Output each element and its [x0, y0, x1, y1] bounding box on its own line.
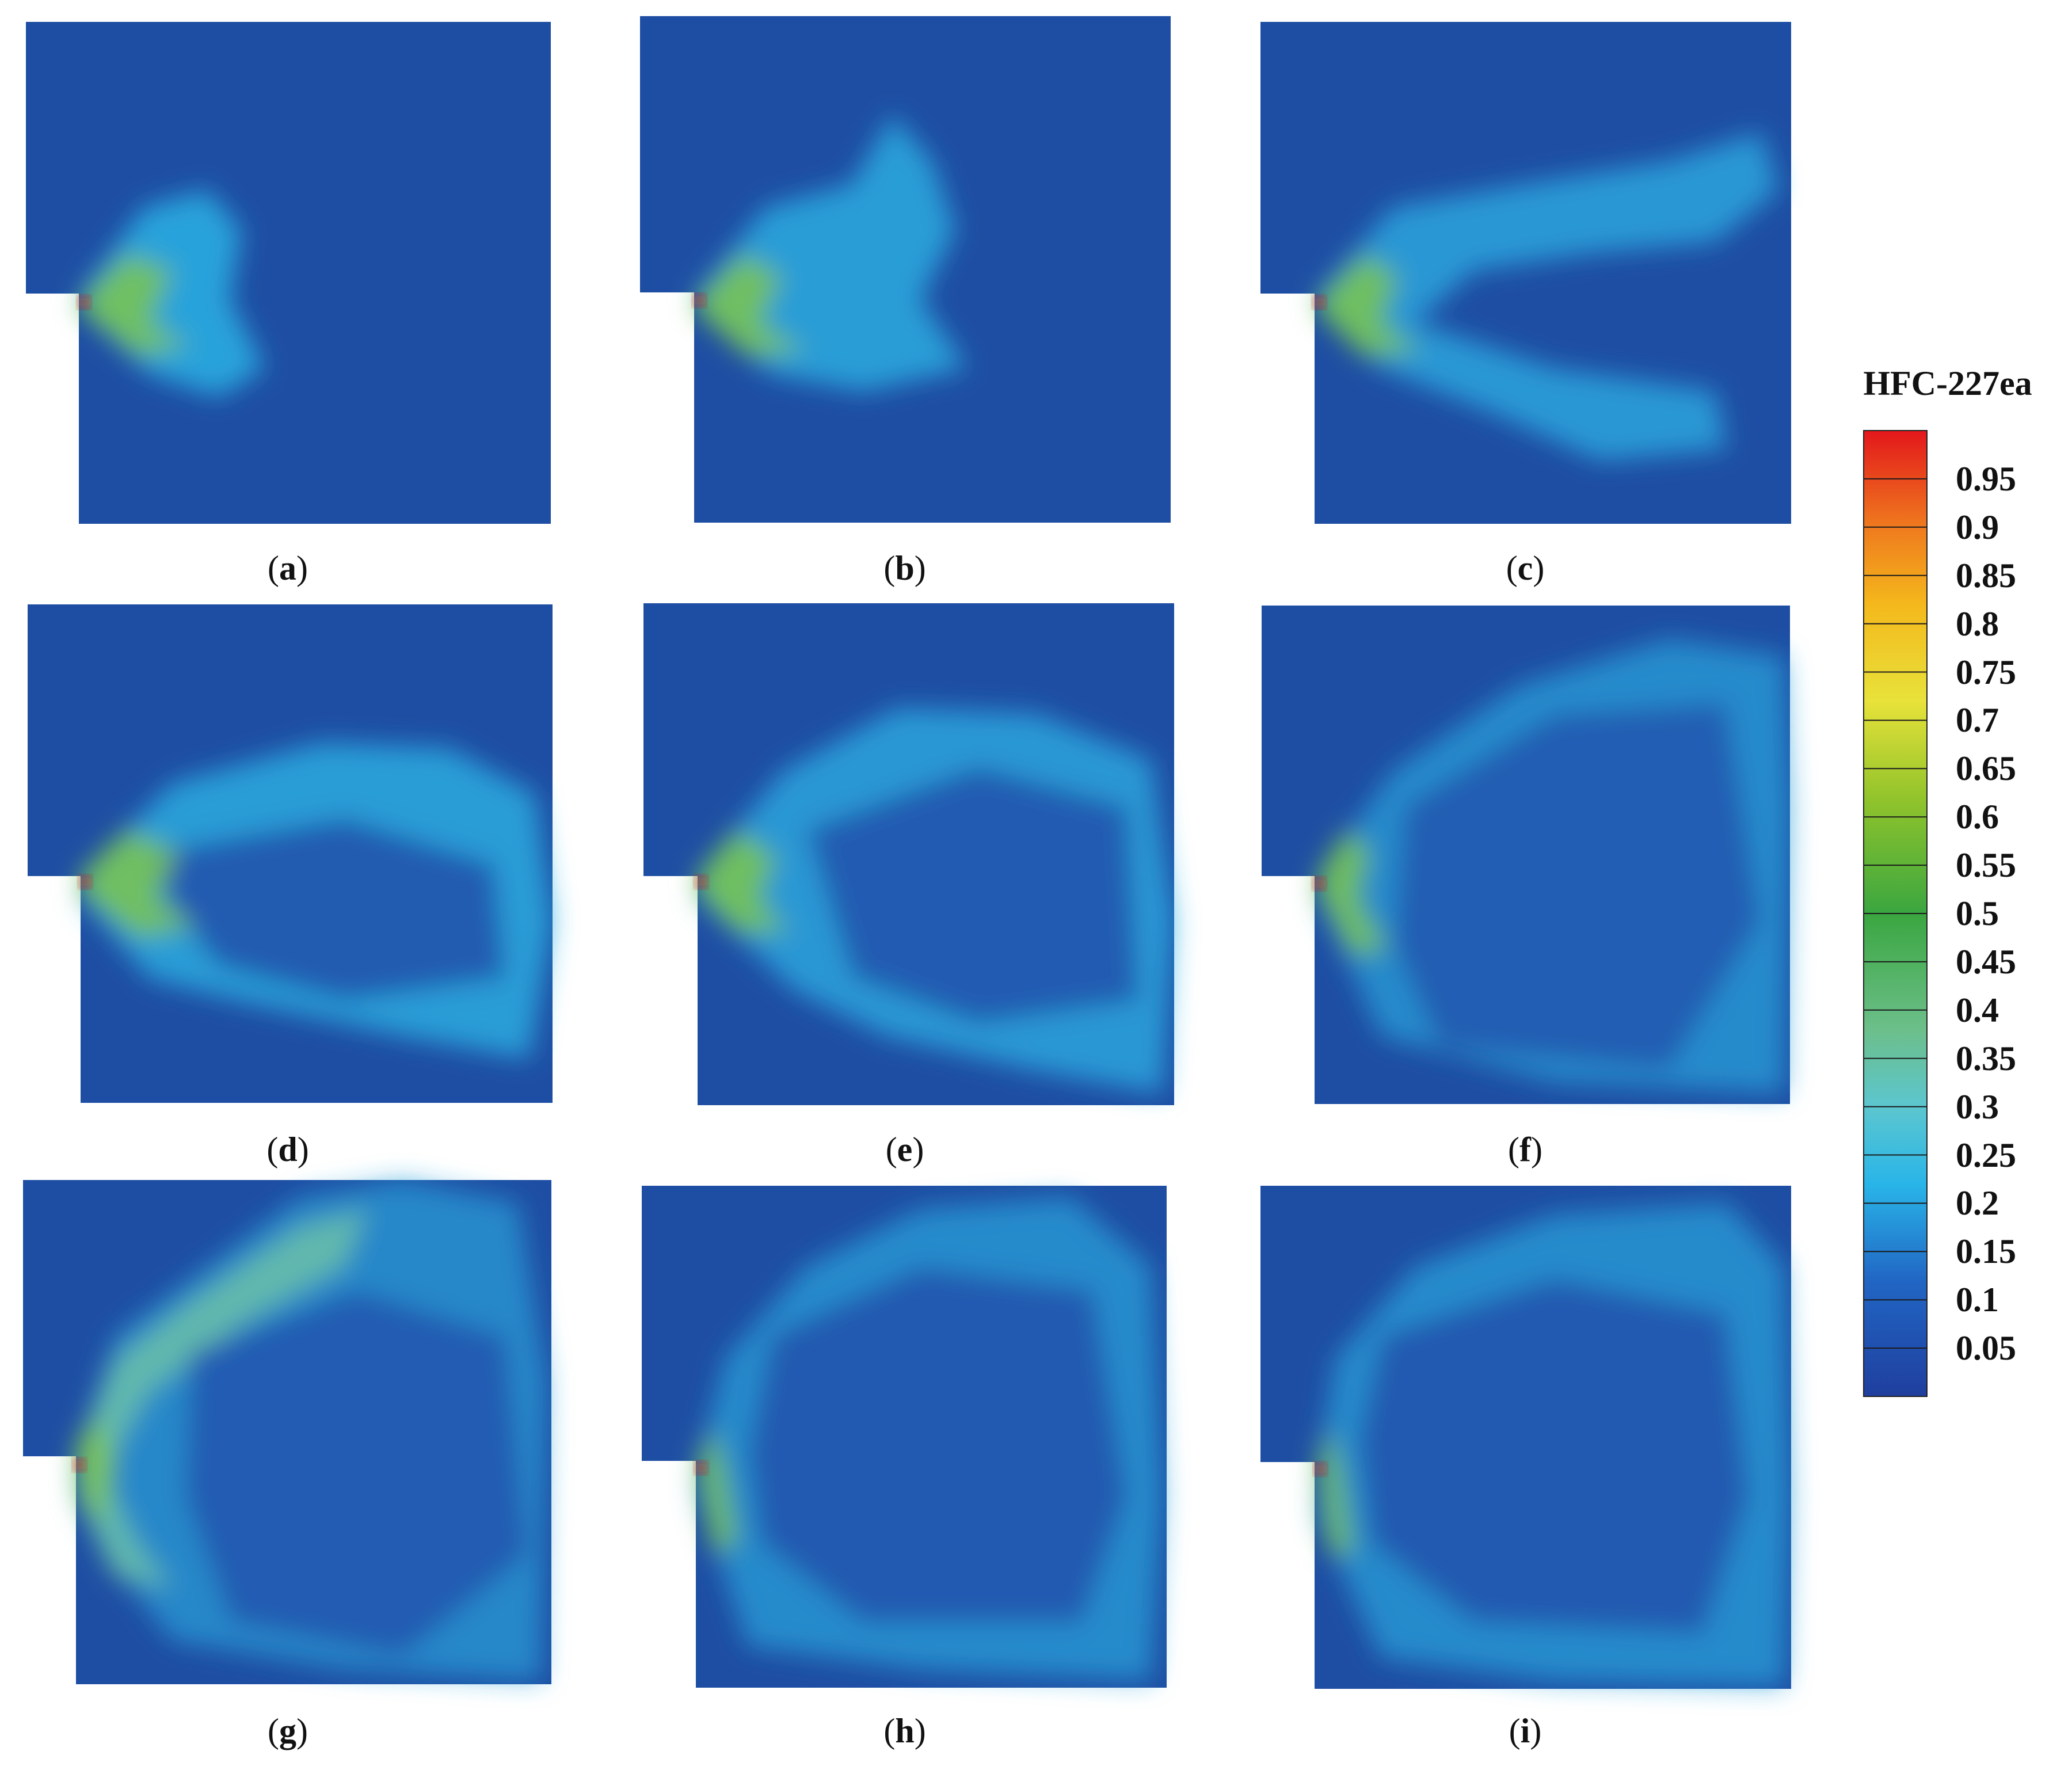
panel-caption-e: (e): [885, 1130, 924, 1168]
colorbar-tick-label: 0.35: [1956, 1039, 2016, 1078]
panel-caption-f: (f): [1508, 1130, 1542, 1168]
panel-a: [26, 22, 551, 524]
colorbar-tick-label: 0.25: [1956, 1136, 2016, 1174]
nozzle-hotspot: [696, 1463, 706, 1473]
concentration-plume: [81, 743, 553, 1059]
panel-e: [643, 603, 1174, 1105]
colorbar-tick-label: 0.8: [1956, 604, 1999, 643]
colorbar-tick-label: 0.1: [1956, 1281, 1999, 1319]
panel-caption-i: (i): [1509, 1712, 1542, 1750]
panel-d: [28, 604, 553, 1103]
panel-h: [642, 1186, 1167, 1688]
colorbar-tick-label: 0.6: [1956, 798, 1999, 836]
nozzle-hotspot: [79, 297, 89, 307]
inlet-wall: [642, 1461, 696, 1688]
colorbar-tick-label: 0.05: [1956, 1329, 2016, 1368]
concentration-plume: [81, 190, 265, 397]
inlet-wall: [643, 876, 698, 1105]
concentration-plume: [698, 1197, 1163, 1681]
nozzle-hotspot: [1315, 1464, 1326, 1474]
inlet-wall: [640, 292, 694, 523]
concentration-plume: [1318, 639, 1790, 1094]
colorbar-tick-label: 0.95: [1956, 459, 2016, 498]
concentration-plume: [1318, 132, 1778, 460]
colorbar-tick-label: 0.15: [1956, 1232, 2016, 1271]
colorbar-tick-label: 0.65: [1956, 749, 2016, 788]
colorbar-tick-label: 0.3: [1956, 1087, 1999, 1126]
inlet-wall: [23, 1456, 76, 1684]
panel-g: [23, 1180, 551, 1684]
nozzle-hotspot: [694, 295, 704, 306]
colorbar-tick-label: 0.2: [1956, 1184, 1999, 1223]
inlet-wall: [26, 294, 79, 524]
concentration-plume: [1318, 1203, 1790, 1687]
panel-caption-g: (g): [268, 1712, 308, 1750]
panel-caption-d: (d): [266, 1130, 309, 1168]
concentration-plume: [76, 1180, 547, 1681]
concentration-plume: [698, 708, 1174, 1094]
colorbar-tick-label: 0.5: [1956, 894, 1999, 932]
colorbar-tick-label: 0.4: [1956, 991, 1999, 1029]
colorbar: [1863, 430, 1928, 1397]
nozzle-hotspot: [696, 877, 706, 887]
colorbar-tick-label: 0.55: [1956, 846, 2016, 885]
panel-caption-h: (h): [883, 1712, 926, 1750]
panel-caption-c: (c): [1506, 549, 1545, 587]
colorbar-tick-label: 0.75: [1956, 653, 2016, 691]
inlet-wall: [1260, 294, 1315, 524]
colorbar-tick-label: 0.85: [1956, 556, 2016, 595]
concentration-plume: [696, 115, 967, 391]
colorbar-tick-label: 0.45: [1956, 942, 2016, 981]
nozzle-hotspot: [1314, 297, 1324, 307]
colorbar-tick-label: 0.9: [1956, 508, 1999, 546]
panel-caption-b: (b): [883, 549, 926, 587]
nozzle-hotspot: [74, 1460, 85, 1470]
nozzle-hotspot: [80, 877, 90, 887]
panel-b: [640, 16, 1171, 523]
panel-caption-a: (a): [268, 549, 308, 587]
panel-f: [1262, 606, 1790, 1104]
inlet-wall: [1260, 1462, 1315, 1689]
panel-i: [1260, 1186, 1791, 1689]
inlet-wall: [28, 876, 81, 1103]
colorbar-tick-lines: [1864, 478, 1927, 1349]
nozzle-hotspot: [1314, 878, 1324, 889]
colorbar-title: HFC-227ea: [1863, 364, 2032, 402]
inlet-wall: [1262, 876, 1315, 1104]
panel-c: [1260, 22, 1791, 524]
colorbar-tick-label: 0.7: [1956, 701, 1999, 740]
